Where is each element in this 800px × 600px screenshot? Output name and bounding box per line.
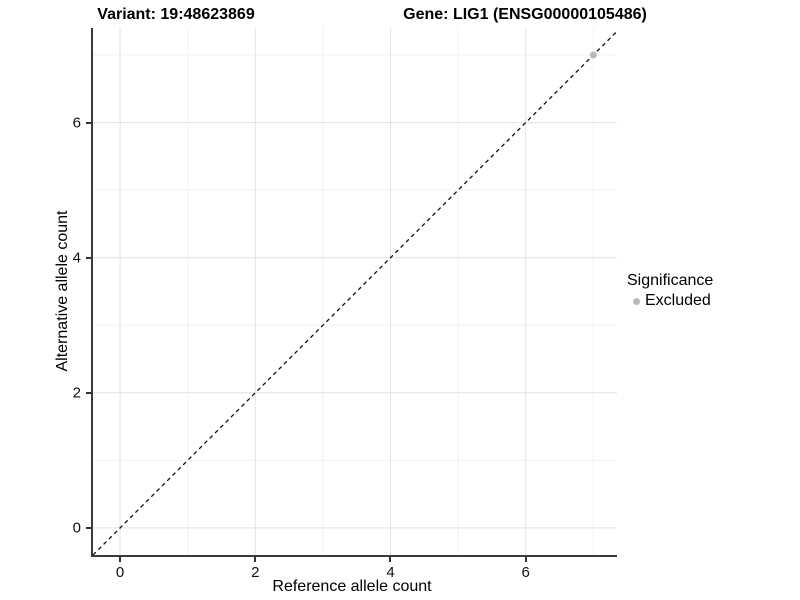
plot-panel: [91, 28, 617, 557]
y-tick-label: 0: [72, 519, 81, 537]
x-tick-mark: [254, 557, 257, 562]
x-tick-mark: [389, 557, 392, 562]
legend-title: Significance: [627, 272, 714, 289]
legend-item-excluded: Excluded: [627, 292, 713, 310]
plot-title-gene: Gene: LIG1 (ENSG00000105486): [403, 6, 647, 23]
legend: Significance Excluded: [627, 272, 713, 310]
x-tick-mark: [119, 557, 122, 562]
y-tick-mark: [86, 391, 91, 394]
plot-title-variant: Variant: 19:48623869: [97, 6, 255, 23]
excluded-point-swatch-icon: [633, 297, 640, 305]
x-tick-label: 0: [115, 564, 125, 581]
legend-item-label: Excluded: [645, 292, 711, 309]
y-tick-label: 6: [72, 114, 81, 132]
y-tick-label: 2: [72, 384, 81, 402]
y-tick-mark: [86, 526, 91, 529]
data-point-excluded: [589, 51, 597, 59]
y-axis-title: Alternative allele count: [54, 210, 71, 372]
identity-reference-line: [93, 30, 617, 555]
y-tick-mark: [86, 256, 91, 259]
x-tick-mark: [524, 557, 527, 562]
y-tick-mark: [86, 121, 91, 124]
plot-canvas: [93, 28, 617, 555]
x-tick-label: 4: [386, 564, 395, 581]
x-tick-label: 6: [521, 564, 530, 581]
x-axis-title: Reference allele count: [272, 578, 432, 595]
y-tick-label: 4: [72, 249, 81, 267]
x-tick-label: 2: [251, 564, 260, 581]
